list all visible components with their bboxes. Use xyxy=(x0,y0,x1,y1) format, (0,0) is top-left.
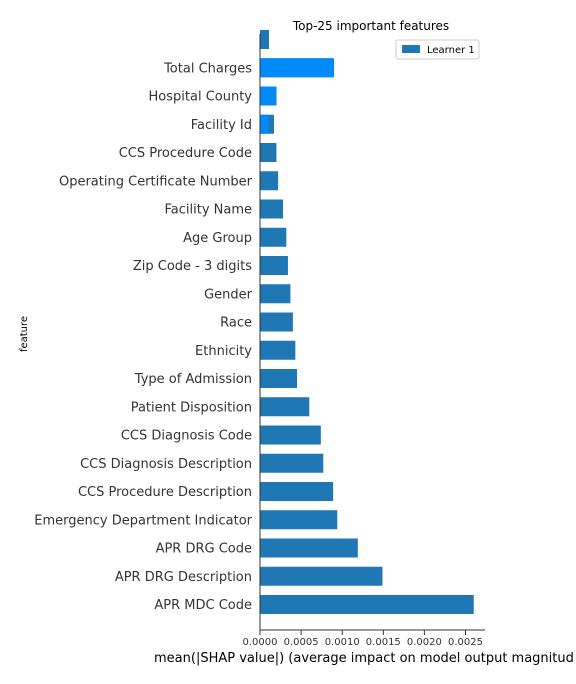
x-ticks: 0.0000 0.0005 0.0010 0.0015 0.0020 0.0025 xyxy=(243,630,483,648)
bar-patient-disposition xyxy=(260,397,310,417)
bar-zip-code-3-digits xyxy=(260,256,288,275)
y-tick-label-age-group: Age Group xyxy=(183,231,252,246)
legend-swatch xyxy=(402,45,420,53)
highlight-bar-facility-id xyxy=(260,114,269,134)
bar-age-group xyxy=(260,227,287,247)
x-axis-label: mean(|SHAP value|) (average impact on mo… xyxy=(154,651,574,666)
y-tick-label-ccs-diagnosis-description: CCS Diagnosis Description xyxy=(80,457,252,472)
y-tick-label-apr-drg-description: APR DRG Description xyxy=(115,570,252,585)
x-tick-label: 0.0005 xyxy=(284,637,319,648)
highlight-bars-group xyxy=(260,58,334,134)
bar-ccs-diagnosis-description xyxy=(260,453,324,473)
x-tick-label: 0.0020 xyxy=(407,637,442,648)
bar-ethnicity xyxy=(260,340,296,360)
highlight-bar-total-charges xyxy=(260,58,334,78)
y-tick-label-zip-code-3-digits: Zip Code - 3 digits xyxy=(133,259,252,274)
y-tick-label-operating-certificate-number: Operating Certificate Number xyxy=(59,174,253,189)
bar-apr-drg-description xyxy=(260,566,383,586)
y-axis-label: feature xyxy=(19,316,30,352)
highlight-bar-hospital-county xyxy=(260,86,277,106)
y-tick-label-gender: Gender xyxy=(204,287,253,302)
y-tick-label-total-charges: Total Charges xyxy=(163,61,252,76)
y-tick-label-ccs-procedure-code: CCS Procedure Code xyxy=(119,146,252,161)
bar-race xyxy=(260,312,293,332)
bars-group xyxy=(260,30,474,614)
x-tick-label: 0.0000 xyxy=(243,637,278,648)
x-tick-label: 0.0015 xyxy=(366,637,401,648)
bar-facility-name xyxy=(260,199,284,219)
bar-ccs-procedure-description xyxy=(260,482,334,501)
y-tick-label-emergency-department-indicator: Emergency Department Indicator xyxy=(34,513,252,528)
y-tick-label-ccs-procedure-description: CCS Procedure Description xyxy=(78,485,252,500)
y-tick-label-ccs-diagnosis-code: CCS Diagnosis Code xyxy=(121,429,252,444)
y-tick-label-type-of-admission: Type of Admission xyxy=(134,372,252,387)
chart-title: Top-25 important features xyxy=(292,19,449,33)
y-tick-label-facility-id: Facility Id xyxy=(191,118,252,133)
y-tick-label-ethnicity: Ethnicity xyxy=(195,344,252,359)
bar-ccs-procedure-code xyxy=(260,143,277,162)
bar-apr-mdc-code xyxy=(260,595,474,614)
y-tick-labels: Total Charges Hospital County Facility Id C… xyxy=(34,61,252,613)
legend-box xyxy=(395,39,480,60)
bar-type-of-admission xyxy=(260,369,297,388)
y-tick-label-race: Race xyxy=(220,316,252,331)
y-tick-label-facility-name: Facility Name xyxy=(164,203,252,218)
x-tick-label: 0.0025 xyxy=(448,637,483,648)
legend-entry-learner-1: Learner 1 xyxy=(427,45,475,56)
y-tick-label-apr-mdc-code: APR MDC Code xyxy=(154,598,252,613)
x-tick-label: 0.0010 xyxy=(325,637,360,648)
bar-apr-drg-code xyxy=(260,538,358,558)
bar-gender xyxy=(260,284,291,304)
bar-unlabeled-top xyxy=(260,30,270,49)
bar-ccs-diagnosis-code xyxy=(260,425,321,445)
bar-emergency-department-indicator xyxy=(260,510,338,530)
y-tick-label-patient-disposition: Patient Disposition xyxy=(131,400,252,415)
y-tick-label-hospital-county: Hospital County xyxy=(149,90,253,105)
bar-operating-certificate-number xyxy=(260,171,279,191)
y-tick-label-apr-drg-code: APR DRG Code xyxy=(156,542,252,557)
legend: Learner 1 xyxy=(395,39,480,60)
